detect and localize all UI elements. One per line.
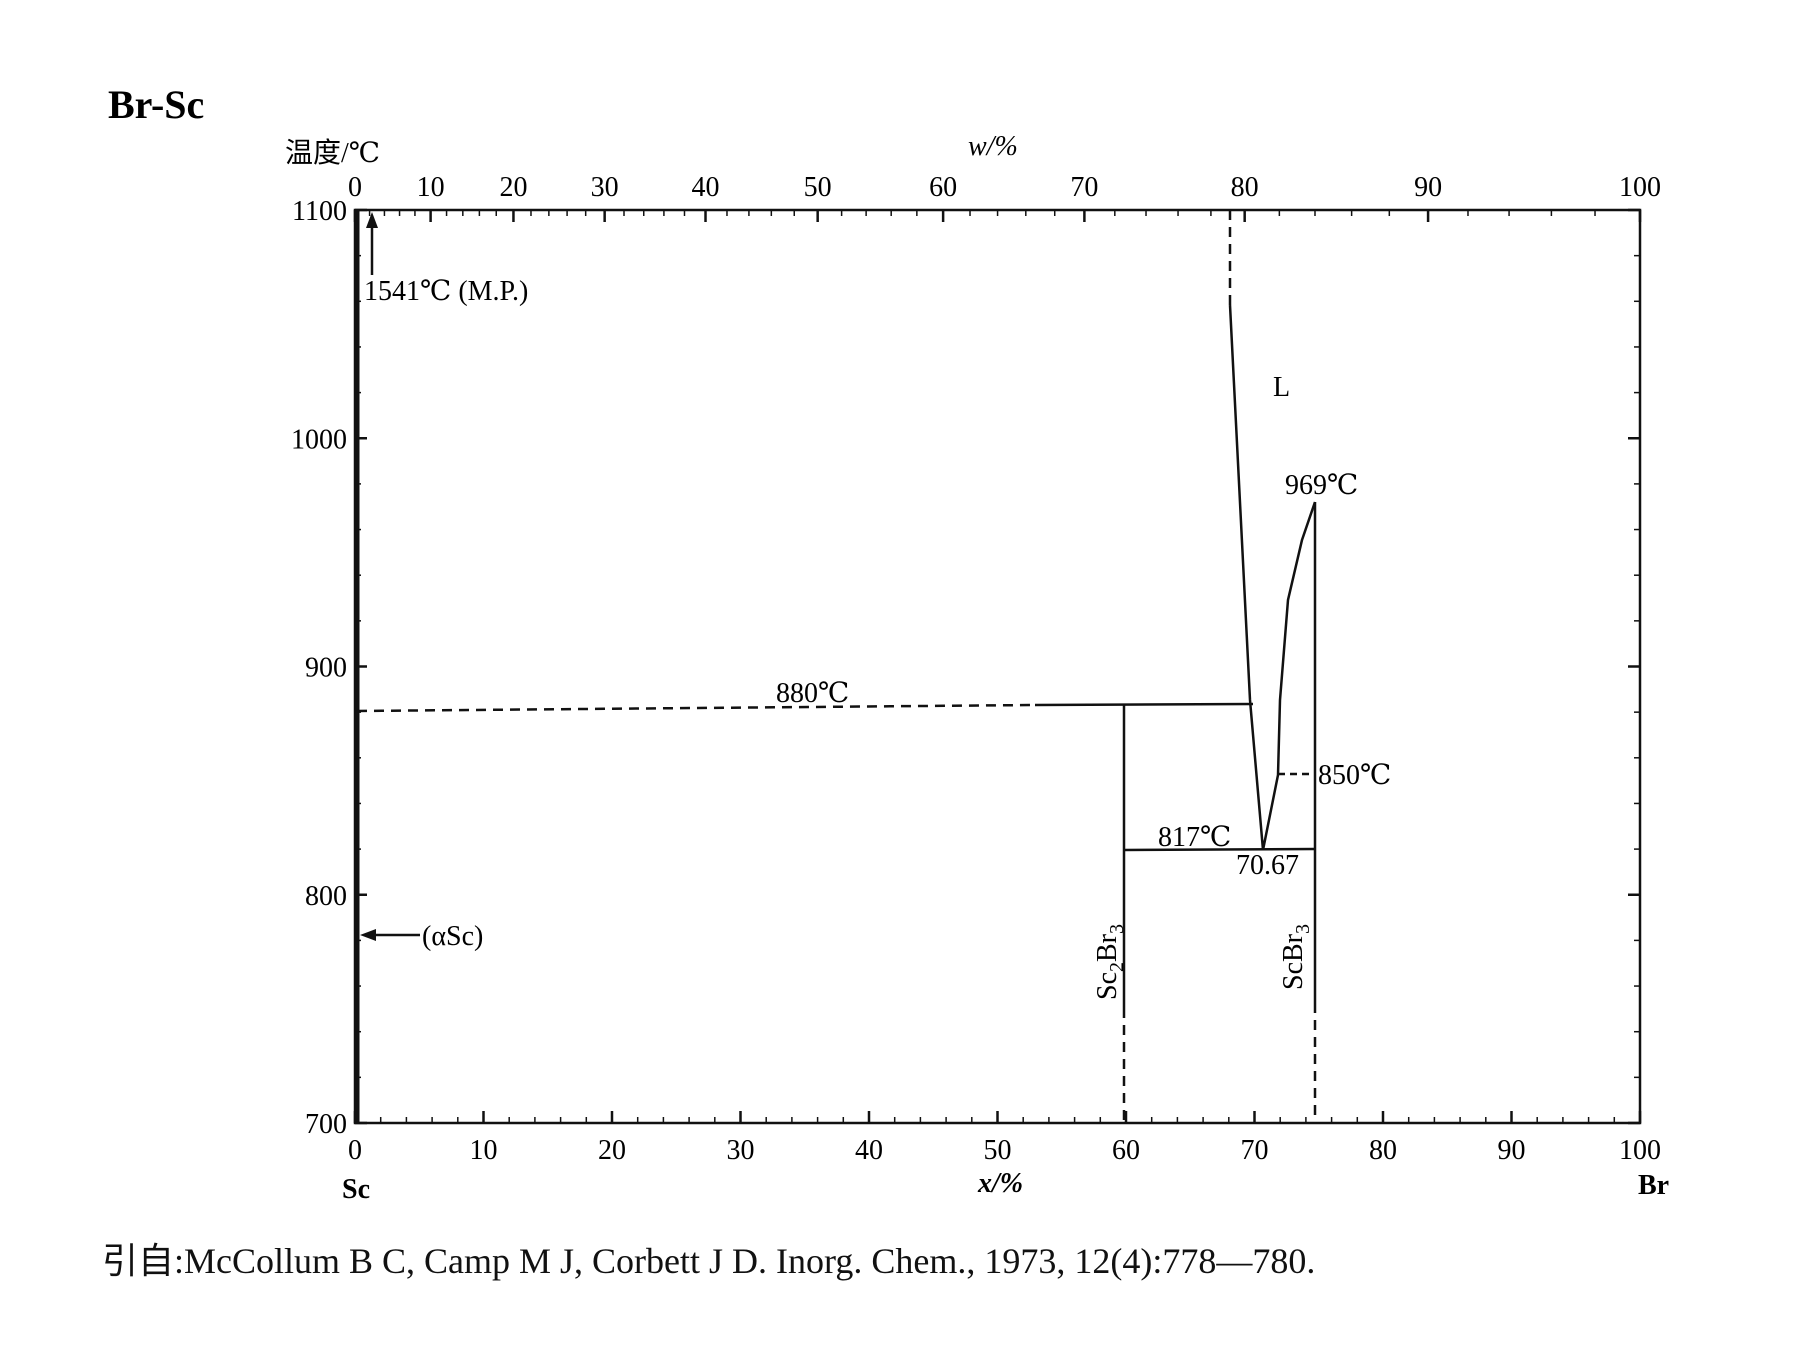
w-tick-label: 100	[1619, 172, 1661, 203]
y-tick-label: 900	[305, 653, 347, 684]
w-tick-label: 0	[348, 172, 362, 203]
x-tick-label: 80	[1369, 1135, 1397, 1166]
top-axis-ticks: 0 10 20 30 40 50 60 70 80 90 100	[348, 172, 1661, 222]
monotectic-label: 880℃	[776, 678, 849, 709]
y-tick-label: 800	[305, 881, 347, 912]
x-tick-label: 50	[984, 1135, 1012, 1166]
transition-label: 850℃	[1318, 760, 1391, 791]
x-tick-label: 60	[1112, 1135, 1140, 1166]
w-tick-label: 50	[804, 172, 832, 203]
x-tick-label: 40	[855, 1135, 883, 1166]
w-tick-label: 10	[417, 172, 445, 203]
w-tick-label: 90	[1414, 172, 1442, 203]
eutectic-line	[1123, 847, 1316, 852]
sc2br3-label: Sc2Br3	[1092, 924, 1128, 1000]
bottom-axis-title: x/%	[977, 1168, 1023, 1199]
right-end-label-br: Br	[1638, 1170, 1669, 1201]
liquidus-right-branch	[1261, 501, 1317, 851]
alpha-sc-label: (αSc)	[422, 921, 483, 952]
left-end-label-sc: Sc	[342, 1174, 370, 1205]
w-tick-label: 20	[499, 172, 527, 203]
minor-ticks	[355, 210, 1640, 1123]
x-tick-label: 10	[470, 1135, 498, 1166]
liquid-label: L	[1273, 372, 1290, 403]
w-tick-label: 40	[692, 172, 720, 203]
y-tick-label: 1000	[291, 424, 347, 455]
monotectic-line-dashed	[356, 703, 1036, 713]
w-tick-label: 70	[1070, 172, 1098, 203]
x-tick-label: 90	[1498, 1135, 1526, 1166]
x-tick-label: 30	[727, 1135, 755, 1166]
plot-frame	[353, 208, 1642, 1125]
x-tick-label: 100	[1619, 1135, 1661, 1166]
alpha-sc-arrow-icon	[360, 929, 376, 941]
scbr3-label: ScBr3	[1278, 924, 1314, 990]
w-tick-label: 30	[591, 172, 619, 203]
liquidus-left-branch	[1228, 304, 1265, 851]
y-axis-title: 温度/℃	[285, 137, 380, 169]
x-axis-ticks: 0 10 20 30 40 50 60 70 80 90 100	[348, 1111, 1661, 1166]
eutectic-temp-label: 817℃	[1158, 822, 1231, 853]
x-tick-label: 0	[348, 1135, 362, 1166]
x-tick-label: 70	[1241, 1135, 1269, 1166]
top-axis-title: w/%	[968, 131, 1018, 162]
w-tick-label: 80	[1231, 172, 1259, 203]
x-tick-label: 20	[598, 1135, 626, 1166]
eutectic-comp-label: 70.67	[1236, 850, 1299, 881]
y-axis-ticks: 700 800 900 1000 1100	[291, 196, 1640, 1140]
citation: 引自:McCollum B C, Camp M J, Corbett J D. …	[102, 1241, 1316, 1281]
diagram-title: Br-Sc	[108, 82, 204, 127]
monotectic-line-solid	[1034, 702, 1254, 707]
peak-label: 969℃	[1285, 470, 1358, 501]
y-tick-label: 1100	[292, 196, 347, 227]
w-tick-label: 60	[929, 172, 957, 203]
mp-arrow-icon	[366, 212, 378, 228]
y-tick-label: 700	[305, 1109, 347, 1140]
mp-label: 1541℃ (M.P.)	[364, 276, 528, 307]
